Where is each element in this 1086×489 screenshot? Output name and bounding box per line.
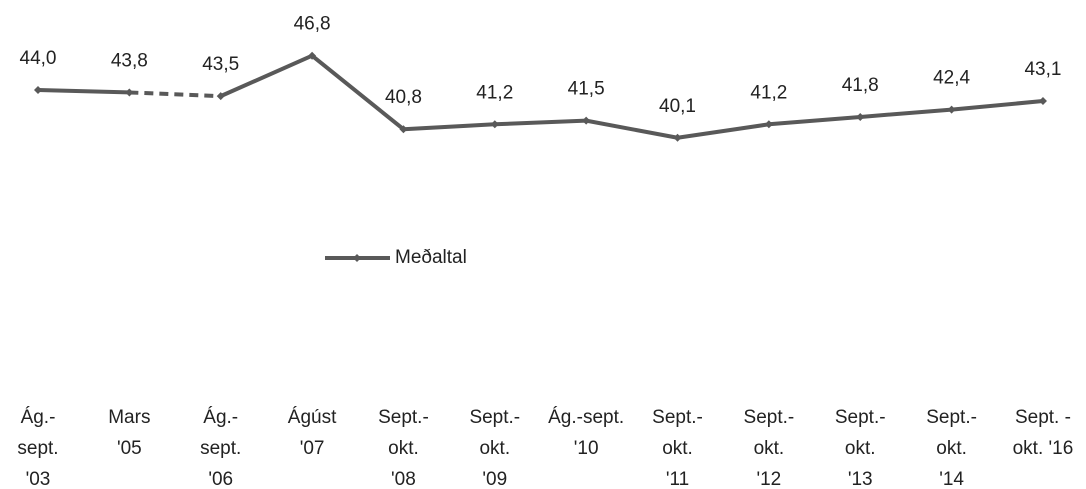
marker [1038, 97, 1047, 106]
data-label: 40,1 [659, 96, 696, 117]
x-tick-label: Sept.-okt. '14 [926, 407, 977, 489]
data-label: 41,2 [476, 82, 513, 103]
x-tick-label: Ág.-sept. '06 [200, 407, 241, 489]
x-tick-label: Sept. -okt. '16 [1013, 407, 1074, 459]
line-dashed [129, 90, 221, 99]
marker [125, 88, 134, 97]
marker [947, 105, 956, 114]
marker [308, 51, 317, 60]
data-label: 43,1 [1024, 59, 1061, 80]
marker [764, 120, 773, 129]
line [219, 53, 1044, 140]
x-tick-label: Sept.-okt. '08 [378, 407, 429, 489]
x-tick-label: Ág.-sept. '03 [17, 407, 58, 489]
x-tick-label: Ágúst '07 [288, 407, 337, 459]
legend-marker [353, 254, 361, 262]
x-tick-label: Sept.-okt. '13 [835, 407, 886, 489]
data-label: 40,8 [385, 87, 422, 108]
data-label: 46,8 [294, 14, 331, 35]
marker [216, 92, 225, 101]
marker [490, 120, 499, 129]
marker [582, 116, 591, 125]
x-tick-label: Mars '05 [108, 407, 150, 459]
x-tick-label: Sept.-okt. '09 [469, 407, 520, 489]
data-label: 43,8 [111, 50, 148, 71]
data-label: 41,2 [750, 82, 787, 103]
legend-label: Meðaltal [395, 247, 467, 268]
data-label: 43,5 [202, 54, 239, 75]
marker [34, 86, 42, 94]
x-tick-label: Sept.-okt. '12 [744, 407, 795, 489]
marker [856, 112, 865, 121]
x-tick-label: Ág.-sept. '10 [548, 407, 624, 459]
data-label: 41,8 [842, 75, 879, 96]
data-label: 44,0 [20, 48, 57, 69]
line [37, 88, 130, 95]
marker [673, 133, 682, 142]
x-tick-label: Sept.-okt. '11 [652, 407, 703, 489]
data-label: 41,5 [568, 79, 605, 100]
marker [399, 125, 408, 134]
data-label: 42,4 [933, 68, 970, 89]
